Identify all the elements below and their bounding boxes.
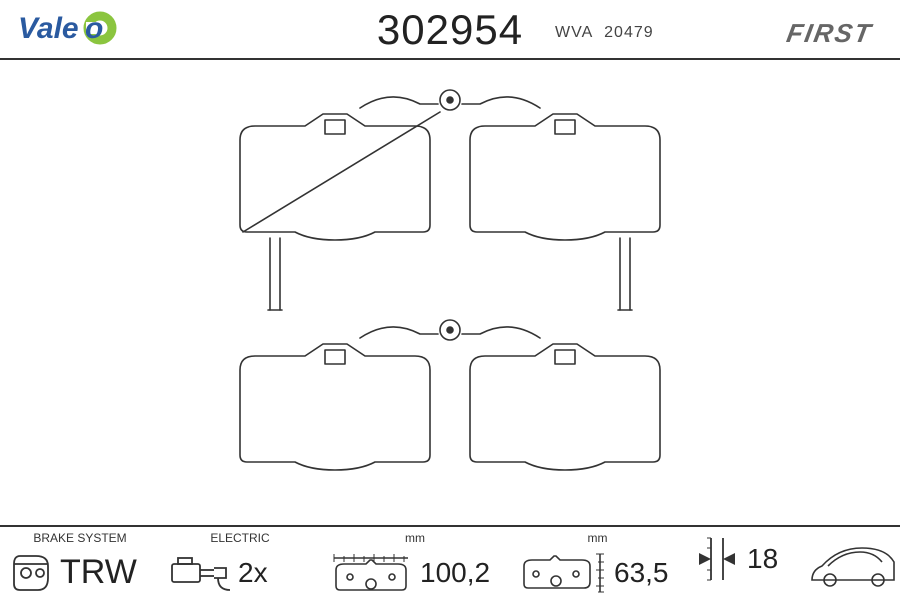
car-icon [808,540,898,590]
spec-height: mm 63,5 [510,527,685,600]
spec-vehicle [800,527,900,600]
header-bar: Vale o 302954 WVA 20479 FIRST [0,0,900,60]
valeo-logo: Vale o [18,8,138,57]
spec-brake-system-label: BRAKE SYSTEM [8,531,152,545]
height-icon [518,550,608,596]
wva-code: WVA 20479 [555,24,654,42]
width-icon [328,550,414,596]
spec-width-label: mm [328,531,502,545]
caliper-icon [8,550,54,596]
spec-brake-system: BRAKE SYSTEM TRW [0,527,160,600]
wva-value: 20479 [604,24,654,41]
wva-label: WVA [555,24,593,41]
svg-text:Vale: Vale [18,12,79,45]
svg-text:o: o [85,12,103,45]
spec-thickness: 18 [685,527,800,600]
spec-height-label: mm [518,531,677,545]
spec-height-value: 63,5 [614,557,669,589]
spec-width-value: 100,2 [420,557,490,589]
spec-electric-label: ELECTRIC [168,531,312,545]
part-number: 302954 [377,6,523,54]
spec-electric: ELECTRIC 2x [160,527,320,600]
technical-diagram [0,60,900,510]
spec-electric-value: 2x [238,557,268,589]
spec-brake-system-value: TRW [60,553,137,592]
spec-thickness-value: 18 [747,543,778,575]
spec-strip: BRAKE SYSTEM TRW ELECTRIC [0,525,900,600]
spec-width: mm 100,2 [320,527,510,600]
first-logo: FIRST [784,18,875,49]
connector-icon [168,550,232,596]
thickness-icon [693,534,741,584]
